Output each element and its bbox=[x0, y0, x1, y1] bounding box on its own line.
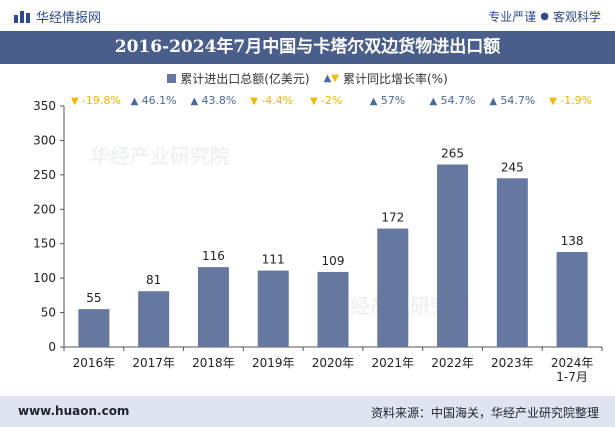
bar-value-label: 111 bbox=[262, 253, 285, 267]
brand-name: 华经情报网 bbox=[36, 11, 102, 26]
footer: www.huaon.com 资料来源：中国海关，华经产业研究院整理 bbox=[0, 396, 615, 427]
bar bbox=[437, 164, 469, 347]
bar bbox=[317, 271, 349, 347]
bar-value-label: 109 bbox=[322, 254, 345, 268]
growth-rate-label: 46.1% bbox=[142, 94, 177, 107]
tagline-right: 客观科学 bbox=[552, 10, 601, 24]
growth-up-arrow-icon: ▲ bbox=[430, 96, 438, 107]
x-tick-label: 2023年 bbox=[491, 356, 534, 370]
x-tick-label: 2024年 1-7月 bbox=[551, 356, 594, 384]
bar-value-label: 172 bbox=[381, 211, 404, 225]
y-tick-label: 300 bbox=[33, 133, 56, 147]
legend-label-total: 累计进出口总额(亿美元) bbox=[180, 72, 310, 86]
x-tick-label: 2018年 bbox=[192, 356, 235, 370]
growth-up-arrow-icon: ▲ bbox=[370, 96, 378, 107]
y-tick-label: 200 bbox=[33, 202, 56, 216]
x-tick-label: 2020年 bbox=[312, 356, 355, 370]
x-tick-label: 2016年 bbox=[73, 356, 116, 370]
bar-value-label: 81 bbox=[146, 273, 161, 287]
growth-up-arrow-icon: ▲ bbox=[190, 96, 198, 107]
legend-label-growth: 累计同比增长率(%) bbox=[343, 72, 448, 86]
logo-icon bbox=[14, 10, 30, 23]
growth-down-arrow-icon: ▼ bbox=[71, 96, 79, 107]
x-tick-label: 2021年 bbox=[372, 356, 415, 370]
bar-value-label: 138 bbox=[561, 234, 584, 248]
chart-title: 2016-2024年7月中国与卡塔尔双边货物进出口额 bbox=[114, 37, 501, 57]
x-tick-label: 2019年 bbox=[252, 356, 295, 370]
growth-rate-label: -4.4% bbox=[261, 94, 293, 107]
growth-down-arrow-icon: ▼ bbox=[250, 96, 258, 107]
bar bbox=[496, 178, 528, 347]
growth-rate-label: 43.8% bbox=[201, 94, 236, 107]
top-bar: 华经情报网 专业严谨 ● 客观科学 bbox=[0, 0, 615, 30]
legend-arrows-icon: ▲▼ bbox=[323, 73, 339, 84]
growth-down-arrow-icon: ▼ bbox=[549, 96, 557, 107]
legend: 累计进出口总额(亿美元) ▲▼ 累计同比增长率(%) bbox=[0, 70, 615, 87]
bar bbox=[377, 228, 409, 347]
brand: 华经情报网 bbox=[14, 7, 101, 26]
bar bbox=[138, 291, 170, 347]
bar-value-label: 245 bbox=[501, 160, 524, 174]
bar bbox=[197, 267, 229, 347]
y-tick-label: 350 bbox=[33, 99, 56, 113]
y-tick-label: 0 bbox=[48, 340, 56, 354]
y-tick-label: 50 bbox=[41, 306, 56, 320]
growth-rate-label: 54.7% bbox=[441, 94, 476, 107]
growth-rate-label: -2% bbox=[321, 94, 342, 107]
footer-source: 资料来源：中国海关，华经产业研究院整理 bbox=[370, 406, 599, 420]
legend-item-total: 累计进出口总额(亿美元) bbox=[167, 70, 310, 87]
y-tick-label: 150 bbox=[33, 237, 56, 251]
growth-rate-label: 54.7% bbox=[500, 94, 535, 107]
legend-bar-swatch-icon bbox=[167, 74, 177, 83]
growth-up-arrow-icon: ▲ bbox=[489, 96, 497, 107]
growth-down-arrow-icon: ▼ bbox=[310, 96, 318, 107]
bar bbox=[556, 251, 588, 347]
tagline: 专业严谨 ● 客观科学 bbox=[488, 8, 601, 25]
bar-value-label: 116 bbox=[202, 249, 225, 263]
growth-rate-label: 57% bbox=[381, 94, 405, 107]
title-bar: 2016-2024年7月中国与卡塔尔双边货物进出口额 bbox=[0, 31, 615, 64]
growth-rate-label: -1.9% bbox=[560, 94, 592, 107]
bar bbox=[78, 309, 110, 347]
legend-item-growth: ▲▼ 累计同比增长率(%) bbox=[324, 70, 448, 87]
x-tick-label: 2017年 bbox=[132, 356, 175, 370]
bar bbox=[257, 270, 289, 347]
separator-dot-icon: ● bbox=[540, 11, 549, 22]
bar-value-label: 265 bbox=[441, 147, 464, 161]
bar-value-label: 55 bbox=[86, 291, 101, 305]
x-tick-label: 2022年 bbox=[431, 356, 474, 370]
y-tick-label: 250 bbox=[33, 168, 56, 182]
y-tick-label: 100 bbox=[33, 271, 56, 285]
growth-rate-label: -19.8% bbox=[82, 94, 121, 107]
growth-up-arrow-icon: ▲ bbox=[131, 96, 139, 107]
tagline-left: 专业严谨 bbox=[488, 10, 537, 24]
footer-website: www.huaon.com bbox=[18, 404, 130, 418]
